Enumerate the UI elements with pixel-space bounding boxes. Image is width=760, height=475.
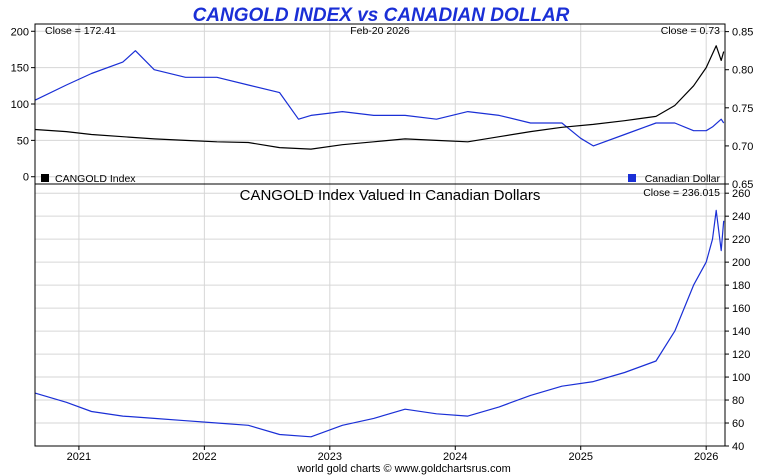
right-tick-0.85: 0.85: [732, 27, 753, 39]
right-tick-0.7: 0.70: [732, 141, 753, 153]
cangold-index-line: [34, 45, 725, 150]
x-tick-2026: 2026: [694, 451, 718, 463]
legend-cad: Canadian Dollar: [645, 173, 721, 185]
footer-credit: world gold charts © www.goldchartsrus.co…: [296, 463, 511, 475]
bottom-right-axis: 40 60 80 100 120 140 160 180 200 220 240 260: [725, 188, 750, 453]
bottom-panel-grid: [35, 184, 725, 447]
top-panel-series: [34, 45, 725, 150]
bottom-tick-100: 100: [732, 372, 750, 384]
x-tick-2022: 2022: [192, 451, 216, 463]
cangold-cad-line: [34, 209, 725, 438]
left-tick-0: 0: [23, 172, 29, 184]
bottom-tick-40: 40: [732, 441, 744, 453]
right-tick-0.75: 0.75: [732, 103, 753, 115]
left-tick-200: 200: [11, 26, 29, 38]
x-tick-2023: 2023: [318, 451, 342, 463]
bottom-tick-200: 200: [732, 257, 750, 269]
top-panel-grid: [35, 24, 725, 184]
bottom-tick-120: 120: [732, 349, 750, 361]
x-tick-2021: 2021: [67, 451, 91, 463]
cangold-close-label: Close = 172.41: [45, 25, 116, 37]
bottom-panel-series: [34, 209, 725, 438]
bottom-tick-160: 160: [732, 303, 750, 315]
bottom-panel-title: CANGOLD Index Valued In Canadian Dollars: [240, 187, 541, 204]
legend-cangold: CANGOLD Index: [55, 173, 136, 185]
cad-close-label: Close = 0.73: [661, 25, 720, 37]
right-tick-0.65: 0.65: [732, 179, 753, 191]
left-tick-50: 50: [17, 135, 29, 147]
bottom-tick-240: 240: [732, 211, 750, 223]
canadian-dollar-line: [34, 50, 725, 147]
top-left-axis: 0 50 100 150 200: [11, 26, 35, 184]
date-label: Feb-20 2026: [350, 25, 410, 37]
bottom-tick-60: 60: [732, 418, 744, 430]
bottom-tick-220: 220: [732, 234, 750, 246]
legend-swatch-cangold: [41, 174, 49, 182]
x-tick-2025: 2025: [568, 451, 592, 463]
bottom-tick-80: 80: [732, 395, 744, 407]
x-axis: 2021 2022 2023 2024 2025 2026: [67, 446, 718, 463]
left-tick-150: 150: [11, 63, 29, 75]
bottom-tick-180: 180: [732, 280, 750, 292]
top-right-axis: 0.65 0.70 0.75 0.80 0.85: [725, 27, 753, 191]
chart-title: CANGOLD INDEX vs CANADIAN DOLLAR: [193, 5, 570, 26]
right-tick-0.8: 0.80: [732, 65, 753, 77]
left-tick-100: 100: [11, 99, 29, 111]
legend-swatch-cad: [628, 174, 636, 182]
ratio-close-label: Close = 236.015: [643, 187, 720, 199]
bottom-tick-260: 260: [732, 188, 750, 200]
bottom-panel-frame: [34, 183, 726, 447]
bottom-tick-140: 140: [732, 326, 750, 338]
x-tick-2024: 2024: [443, 451, 467, 463]
